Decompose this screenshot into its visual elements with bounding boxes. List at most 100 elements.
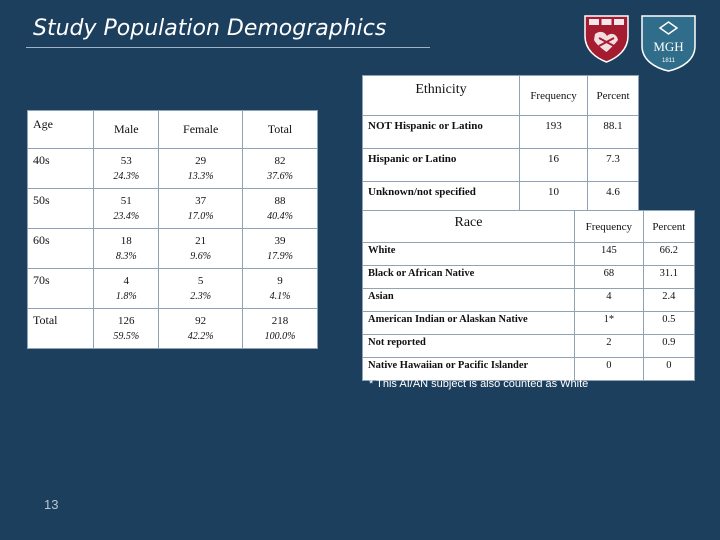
female-cell: 29 13.3%	[158, 148, 244, 189]
frequency-value: 1*	[574, 311, 644, 335]
mgh-logo: MGH 1811	[641, 15, 696, 72]
female-cell: 92 42.2%	[158, 308, 244, 349]
title-rule	[26, 47, 430, 48]
total-count: 218	[271, 314, 289, 327]
female-percent: 17.0%	[187, 210, 214, 222]
male-cell: 4 1.8%	[93, 268, 160, 309]
female-cell: 5 2.3%	[158, 268, 244, 309]
table-row: White 145 66.2	[362, 242, 696, 266]
race-header: Race	[362, 210, 575, 243]
total-count: 9	[277, 274, 283, 287]
frequency-value: 68	[574, 265, 644, 289]
frequency-value: 145	[574, 242, 644, 266]
table-row: American Indian or Alaskan Native 1* 0.5	[362, 311, 696, 335]
female-count: 29	[195, 154, 207, 167]
age-gender-table: Age Male Female Total 40s 53 24.3% 29 13.3…	[26, 110, 318, 349]
female-count: 37	[195, 194, 207, 207]
harvard-shield-logo	[584, 15, 629, 63]
frequency-value: 16	[518, 148, 589, 182]
total-header: Total	[242, 110, 318, 149]
total-percent: 40.4%	[267, 210, 293, 222]
age-table-header-row: Age Male Female Total	[26, 110, 318, 149]
male-count: 51	[120, 194, 132, 207]
table-row: Asian 4 2.4	[362, 288, 696, 312]
male-percent: 23.4%	[113, 210, 140, 222]
female-cell: 21 9.6%	[158, 228, 244, 269]
race-label: White	[362, 242, 575, 266]
race-header-row: Race Frequency Percent	[362, 210, 696, 243]
percent-value: 66.2	[642, 242, 696, 266]
percent-header: Percent	[587, 75, 639, 116]
slide-title: Study Population Demographics	[33, 16, 387, 41]
percent-value: 0.5	[642, 311, 696, 335]
age-label: 70s	[26, 268, 95, 309]
female-header: Female	[158, 110, 244, 149]
percent-value: 31.1	[642, 265, 696, 289]
percent-value: 4.6	[587, 181, 639, 215]
table-row: Black or African Native 68 31.1	[362, 265, 696, 289]
table-row: Hispanic or Latino 16 7.3	[362, 148, 639, 182]
female-count: 5	[197, 274, 204, 287]
percent-value: 88.1	[587, 115, 639, 149]
table-row: Native Hawaiian or Pacific Islander 0 0	[362, 357, 696, 381]
ethnicity-header-row: Ethnicity Frequency Percent	[362, 75, 639, 116]
total-cell: 9 4.1%	[242, 268, 318, 309]
ethnicity-label: NOT Hispanic or Latino	[362, 115, 520, 149]
table-row: Not reported 2 0.9	[362, 334, 696, 358]
total-count: 82	[274, 154, 286, 167]
female-percent: 9.6%	[190, 250, 212, 262]
age-label: 50s	[26, 188, 95, 229]
mgh-logo-text: MGH	[653, 39, 683, 54]
age-label: 40s	[26, 148, 95, 189]
frequency-header: Frequency	[518, 75, 589, 116]
frequency-header: Frequency	[574, 210, 644, 243]
male-cell: 51 23.4%	[93, 188, 160, 229]
table-row: 60s 18 8.3% 21 9.6% 39 17.9%	[26, 228, 318, 269]
total-percent: 100.0%	[264, 330, 296, 342]
table-row: 40s 53 24.3% 29 13.3% 82 37.6%	[26, 148, 318, 189]
table-row: Total 126 59.5% 92 42.2% 218 100.0%	[26, 308, 318, 349]
female-percent: 42.2%	[187, 330, 214, 342]
table-row: 70s 4 1.8% 5 2.3% 9 4.1%	[26, 268, 318, 309]
total-percent: 37.6%	[267, 170, 293, 182]
male-count: 126	[118, 314, 135, 327]
page-number: 13	[44, 497, 59, 512]
total-count: 39	[274, 234, 286, 247]
male-count: 18	[120, 234, 132, 247]
age-label: Total	[26, 308, 95, 349]
total-percent: 4.1%	[269, 290, 291, 302]
male-percent: 8.3%	[115, 250, 137, 262]
race-label: Black or African Native	[362, 265, 575, 289]
female-count: 92	[195, 314, 207, 327]
race-table: Race Frequency Percent White 145 66.2 Bl…	[362, 210, 696, 381]
male-percent: 24.3%	[113, 170, 140, 182]
male-cell: 53 24.3%	[93, 148, 160, 189]
male-percent: 59.5%	[113, 330, 140, 342]
male-cell: 126 59.5%	[93, 308, 160, 349]
total-percent: 17.9%	[267, 250, 293, 262]
footnote: * This AI/AN subject is also counted as …	[369, 378, 589, 390]
age-label: 60s	[26, 228, 95, 269]
table-row: Unknown/not specified 10 4.6	[362, 181, 639, 215]
percent-value: 2.4	[642, 288, 696, 312]
total-cell: 39 17.9%	[242, 228, 318, 269]
female-percent: 13.3%	[187, 170, 214, 182]
percent-header: Percent	[642, 210, 696, 243]
female-cell: 37 17.0%	[158, 188, 244, 229]
female-count: 21	[195, 234, 207, 247]
male-count: 53	[120, 154, 132, 167]
female-percent: 2.3%	[190, 290, 212, 302]
male-cell: 18 8.3%	[93, 228, 160, 269]
ethnicity-table: Ethnicity Frequency Percent NOT Hispanic…	[362, 75, 639, 215]
total-cell: 88 40.4%	[242, 188, 318, 229]
male-header: Male	[93, 110, 160, 149]
total-cell: 218 100.0%	[242, 308, 318, 349]
frequency-value: 10	[518, 181, 589, 215]
percent-value: 7.3	[587, 148, 639, 182]
total-cell: 82 37.6%	[242, 148, 318, 189]
race-label: American Indian or Alaskan Native	[362, 311, 575, 335]
total-count: 88	[274, 194, 286, 207]
percent-value: 0.9	[642, 334, 696, 358]
frequency-value: 4	[574, 288, 644, 312]
race-label: Not reported	[362, 334, 575, 358]
